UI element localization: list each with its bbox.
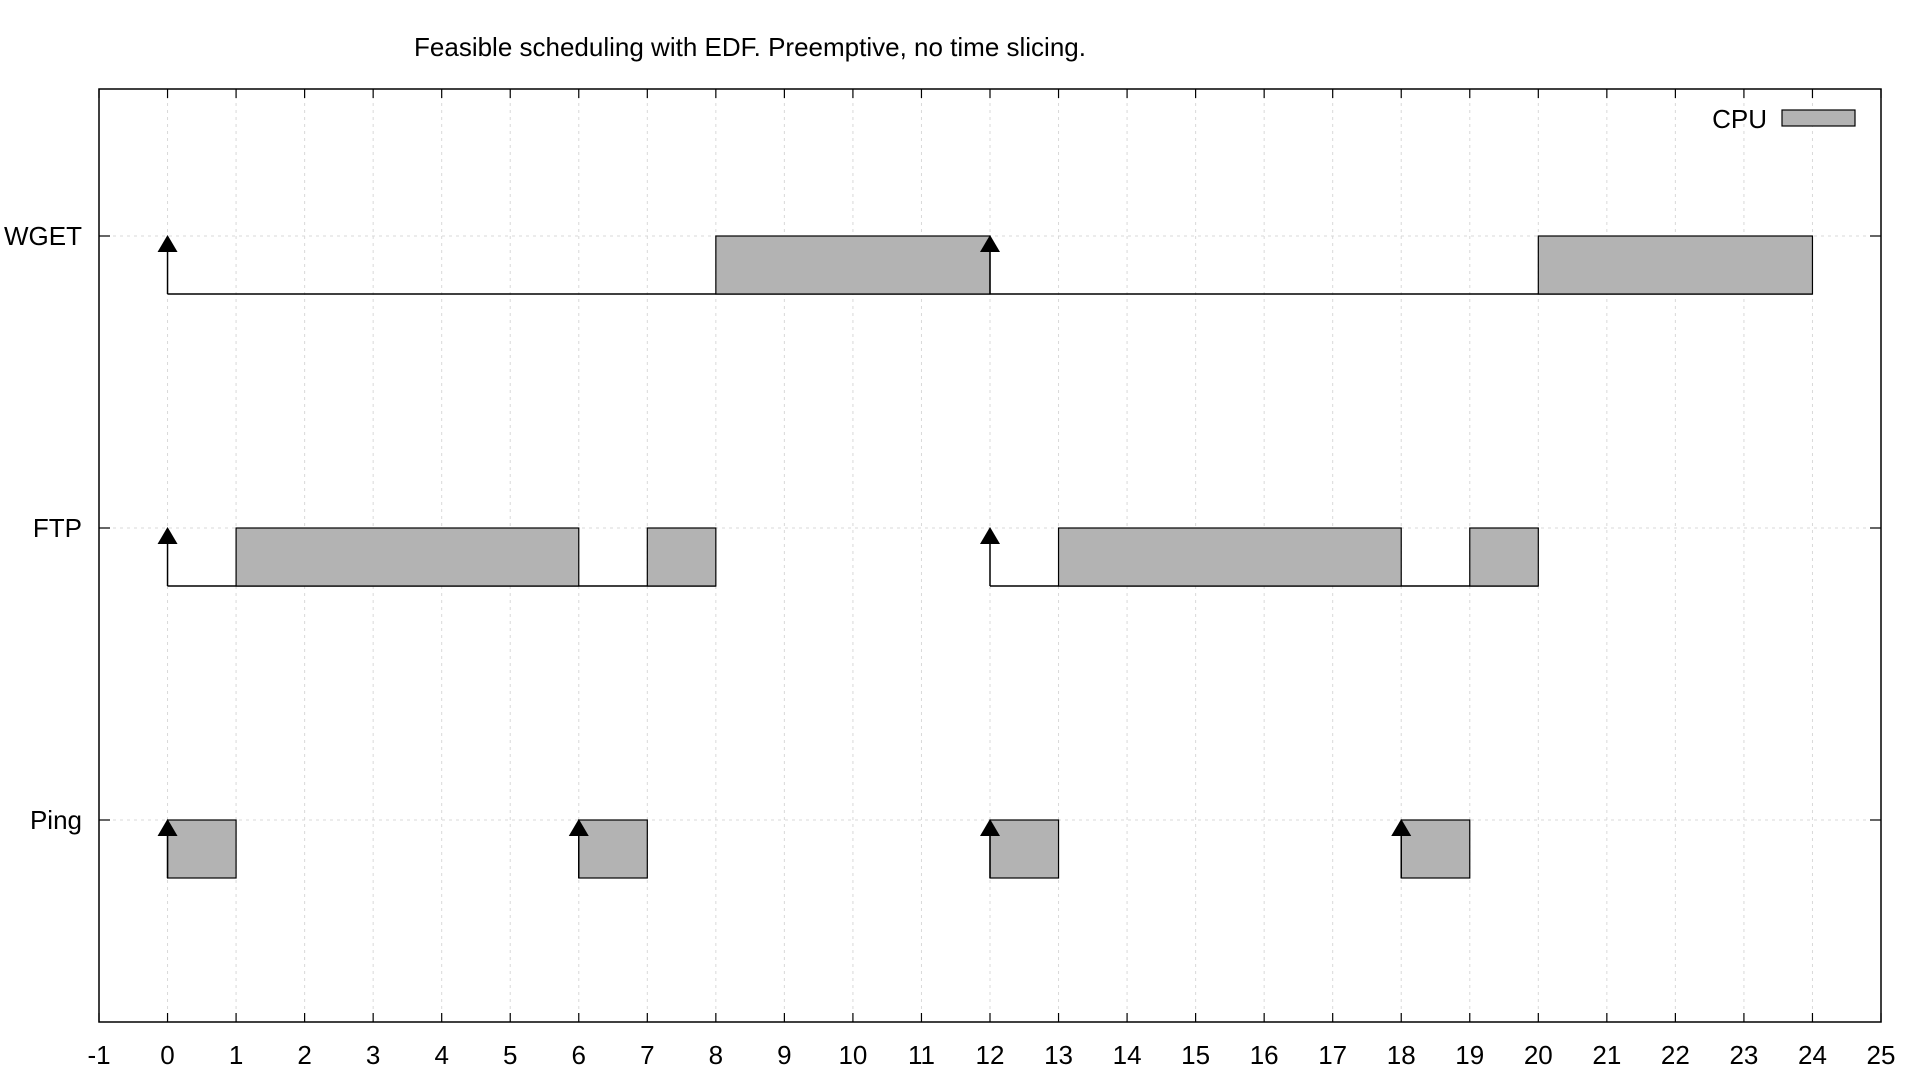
cpu-bar bbox=[1469, 527, 1539, 587]
x-tick-label: 7 bbox=[640, 1040, 654, 1070]
arrival-arrow bbox=[1391, 819, 1412, 836]
x-tick-label: 10 bbox=[838, 1040, 867, 1070]
x-tick-label: 8 bbox=[709, 1040, 723, 1070]
chart-title: Feasible scheduling with EDF. Preemptive… bbox=[414, 32, 1086, 62]
legend-swatch bbox=[1781, 109, 1856, 127]
arrival-arrows bbox=[157, 235, 1412, 878]
cpu-bar bbox=[235, 527, 580, 587]
x-tick-label: 13 bbox=[1044, 1040, 1073, 1070]
cpu-bar bbox=[166, 819, 237, 879]
cpu-bar bbox=[1537, 235, 1814, 295]
x-tick-label: 24 bbox=[1798, 1040, 1827, 1070]
x-tick-label: 15 bbox=[1181, 1040, 1210, 1070]
x-tick-label: 6 bbox=[572, 1040, 586, 1070]
axis-ticks: -1 0 1 2 3 4 5 6 7 8 9 10 11 12 13 14 15 16 17 18 19 20 21 22 23… bbox=[4, 89, 1895, 1070]
cpu-bars bbox=[166, 235, 1814, 879]
arrival-arrow bbox=[157, 819, 178, 836]
y-tick-label: Ping bbox=[30, 805, 82, 835]
legend-label: CPU bbox=[1712, 104, 1767, 134]
y-tick-label: WGET bbox=[4, 221, 82, 251]
arrival-arrow bbox=[157, 527, 178, 544]
arrival-arrow bbox=[980, 235, 1000, 252]
x-tick-label: 20 bbox=[1524, 1040, 1553, 1070]
y-tick-label: FTP bbox=[33, 513, 82, 543]
x-tick-label: 23 bbox=[1729, 1040, 1758, 1070]
cpu-bar bbox=[646, 527, 717, 587]
arrival-arrow bbox=[980, 819, 1000, 836]
x-tick-label: -1 bbox=[87, 1040, 110, 1070]
x-tick-label: 9 bbox=[777, 1040, 791, 1070]
x-tick-label: 5 bbox=[503, 1040, 517, 1070]
x-tick-label: 2 bbox=[297, 1040, 311, 1070]
x-tick-label: 3 bbox=[366, 1040, 380, 1070]
x-tick-label: 1 bbox=[229, 1040, 243, 1070]
x-tick-label: 25 bbox=[1867, 1040, 1896, 1070]
cpu-bar bbox=[578, 819, 648, 879]
arrival-arrow bbox=[568, 819, 589, 836]
x-tick-label: 4 bbox=[434, 1040, 448, 1070]
x-tick-label: 0 bbox=[160, 1040, 174, 1070]
x-tick-label: 17 bbox=[1318, 1040, 1347, 1070]
x-tick-label: 18 bbox=[1387, 1040, 1416, 1070]
cpu-bar bbox=[1057, 527, 1402, 587]
legend: CPU bbox=[1712, 104, 1856, 134]
arrival-arrow bbox=[980, 527, 1000, 544]
cpu-bar bbox=[1400, 819, 1471, 879]
x-tick-label: 22 bbox=[1661, 1040, 1690, 1070]
x-tick-label: 12 bbox=[976, 1040, 1005, 1070]
x-tick-label: 16 bbox=[1250, 1040, 1279, 1070]
x-tick-label: 11 bbox=[908, 1040, 935, 1070]
arrival-arrow bbox=[157, 235, 178, 252]
cpu-bar bbox=[715, 235, 991, 295]
cpu-bar bbox=[989, 819, 1060, 879]
x-tick-label: 19 bbox=[1455, 1040, 1484, 1070]
x-tick-label: 21 bbox=[1592, 1040, 1621, 1070]
x-tick-label: 14 bbox=[1113, 1040, 1142, 1070]
